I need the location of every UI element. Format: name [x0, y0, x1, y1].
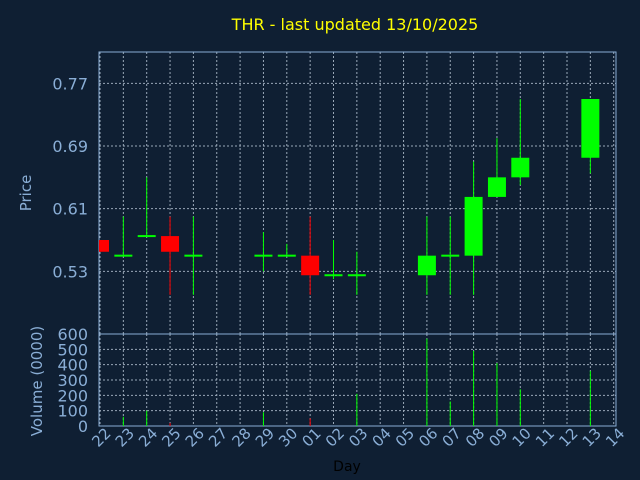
candle-body: [184, 254, 203, 257]
candle-body: [254, 254, 273, 257]
candle-body: [137, 235, 156, 238]
price-tick-labels: 0.53 0.61 0.69 0.77: [52, 74, 88, 281]
candle-body: [99, 240, 109, 252]
candle-body: [511, 157, 530, 178]
x-axis-label: Day: [333, 459, 361, 475]
x-tick-labels: 2223242526272829300102030405060708091011…: [88, 424, 628, 450]
price-tick-label: 0.61: [52, 200, 88, 219]
candle-body: [347, 274, 366, 277]
candle-body: [464, 196, 483, 256]
volume-tick-label: 600: [57, 325, 88, 344]
price-candles: [99, 99, 600, 295]
volume-bars: [122, 338, 591, 426]
candle-body: [277, 254, 296, 257]
candle-body: [581, 99, 600, 158]
volume-tick-label: 500: [57, 340, 88, 359]
volume-tick-label: 0: [78, 417, 88, 436]
volume-tick-label: 300: [57, 371, 88, 390]
candle-body: [417, 255, 436, 276]
candle-body: [114, 254, 133, 257]
candle-body: [487, 177, 506, 197]
volume-tick-label: 200: [57, 386, 88, 405]
price-tick-label: 0.53: [52, 262, 88, 281]
volume-axis-label: Volume (0000): [28, 326, 46, 436]
price-axis-label: Price: [17, 175, 35, 212]
chart-title: THR - last updated 13/10/2025: [231, 15, 479, 34]
candle-body: [161, 236, 180, 252]
volume-plot-frame: [98, 333, 617, 427]
volume-tick-label: 100: [57, 402, 88, 421]
candle-body: [301, 255, 320, 276]
candle-body: [324, 274, 343, 277]
volume-tick-label: 400: [57, 356, 88, 375]
price-tick-label: 0.69: [52, 137, 88, 156]
price-tick-label: 0.77: [52, 74, 88, 93]
candle-body: [441, 254, 460, 257]
